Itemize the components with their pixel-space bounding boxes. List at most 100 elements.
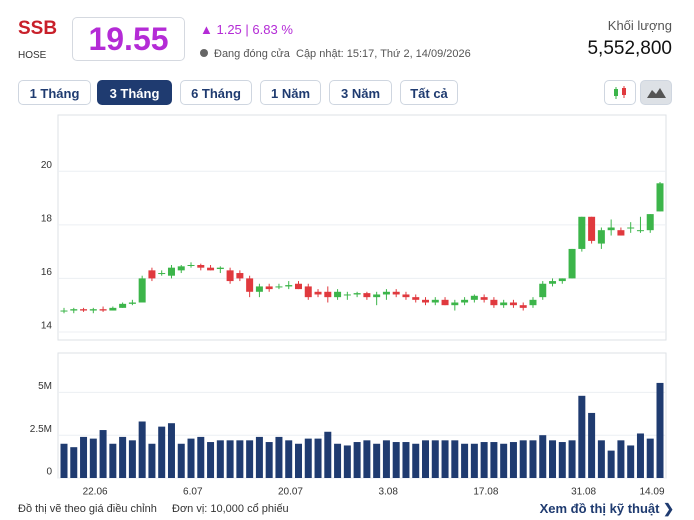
candle-body xyxy=(343,294,351,296)
volume-bar xyxy=(656,382,664,478)
volume-bar xyxy=(519,440,527,478)
candle-body xyxy=(177,266,185,271)
volume-bar xyxy=(392,442,400,478)
x-tick-label: 20.07 xyxy=(278,487,303,498)
candle-body xyxy=(578,216,586,249)
range-button[interactable]: 6 Tháng xyxy=(180,80,252,105)
candle-body xyxy=(568,248,576,279)
candle-body xyxy=(226,270,234,282)
candle-body xyxy=(148,270,156,279)
candle-body xyxy=(255,286,263,292)
volume-bar xyxy=(363,440,371,478)
candle-body xyxy=(480,297,488,300)
volume-bar xyxy=(138,421,146,478)
price: 19.55 xyxy=(72,17,185,61)
volume-bar xyxy=(568,440,576,478)
y-tick-label: 5M xyxy=(38,381,52,392)
x-tick-label: 3.08 xyxy=(378,487,398,498)
volume-bar xyxy=(207,442,215,478)
candle-body xyxy=(304,286,312,298)
range-button[interactable]: 3 Tháng xyxy=(97,80,172,105)
volume-bar xyxy=(197,436,205,478)
volume-bar xyxy=(451,440,459,478)
updated: Cập nhật: 15:17, Thứ 2, 14/09/2026 xyxy=(296,48,471,60)
volume-bar xyxy=(431,440,439,478)
range-button[interactable]: Tất cả xyxy=(400,80,458,105)
volume-bar xyxy=(461,443,469,478)
candle-body xyxy=(207,267,215,271)
volume-bar xyxy=(558,442,566,478)
volume-bar xyxy=(353,442,361,478)
footer-unit: Đơn vị: 10,000 cổ phiếu xyxy=(172,503,289,515)
area-icon xyxy=(647,88,666,98)
area-toggle[interactable] xyxy=(640,80,672,105)
candle-body xyxy=(519,305,527,308)
volume-bar xyxy=(382,440,390,478)
volume-bar xyxy=(236,440,244,478)
footer-note: Đồ thị vẽ theo giá điều chỉnh xyxy=(18,503,157,515)
candle-body xyxy=(128,302,136,304)
x-tick-label: 31.08 xyxy=(571,487,596,498)
exchange: HOSE xyxy=(18,50,47,61)
volume-bar xyxy=(588,412,596,478)
candle-body xyxy=(353,293,361,295)
volume-bar xyxy=(109,443,117,478)
candle-body xyxy=(431,299,439,303)
volume-bar xyxy=(412,443,420,478)
candle-body xyxy=(558,278,566,282)
volume-bar xyxy=(422,440,430,478)
candle-body xyxy=(529,299,537,306)
tech-link[interactable]: Xem đồ thị kỹ thuật ❯ xyxy=(539,501,674,516)
volume-bar xyxy=(470,443,478,478)
volume-bar xyxy=(226,440,234,478)
volume-bar xyxy=(539,435,547,478)
range-button[interactable]: 3 Năm xyxy=(329,80,392,105)
candle-body xyxy=(216,267,224,270)
volume-bar xyxy=(119,436,127,478)
volume-bar xyxy=(441,440,449,478)
volume: 5,552,800 xyxy=(587,38,672,59)
volume-bar xyxy=(529,440,537,478)
candle-body xyxy=(646,214,654,231)
volume-bar xyxy=(80,436,88,478)
candle-body xyxy=(167,267,175,276)
candle-body xyxy=(373,294,381,298)
volume-bar xyxy=(324,431,332,478)
volume-bar xyxy=(500,443,508,478)
candle-icon xyxy=(614,86,626,99)
change-value: 1.25 xyxy=(216,22,242,37)
tech-link-text[interactable]: Xem đồ thị kỹ thuật xyxy=(539,501,660,516)
candle-body xyxy=(80,309,88,311)
candle-body xyxy=(197,265,205,268)
range-button[interactable]: 1 Tháng xyxy=(18,80,91,105)
volume-bar xyxy=(304,438,312,478)
candle-body xyxy=(158,273,166,275)
volume-bar xyxy=(99,430,107,478)
candle-body xyxy=(509,302,517,306)
volume-bar xyxy=(314,438,322,478)
candle-toggle[interactable] xyxy=(604,80,636,105)
volume-bar xyxy=(285,440,293,478)
volume-bar xyxy=(148,443,156,478)
range-button[interactable]: 1 Năm xyxy=(260,80,321,105)
candle-body xyxy=(500,302,508,306)
volume-bar xyxy=(246,440,254,478)
change-pct: 6.83 % xyxy=(252,22,293,37)
volume-bar xyxy=(167,423,175,478)
status-text: Đang đóng cửa xyxy=(214,48,290,60)
candle-body xyxy=(607,227,615,231)
volume-bar xyxy=(343,445,351,478)
candle-body xyxy=(294,283,302,290)
candle-body xyxy=(461,299,469,303)
y-tick-label: 18 xyxy=(41,213,53,224)
volume-bar xyxy=(617,440,625,478)
volume-bar xyxy=(646,438,654,478)
candle-body xyxy=(314,291,322,295)
volume-bar xyxy=(128,440,136,478)
candle-body xyxy=(627,227,635,229)
volume-bar xyxy=(402,442,410,478)
volume-bar xyxy=(373,443,381,478)
candle-body xyxy=(265,286,273,290)
candle-body xyxy=(402,294,410,298)
